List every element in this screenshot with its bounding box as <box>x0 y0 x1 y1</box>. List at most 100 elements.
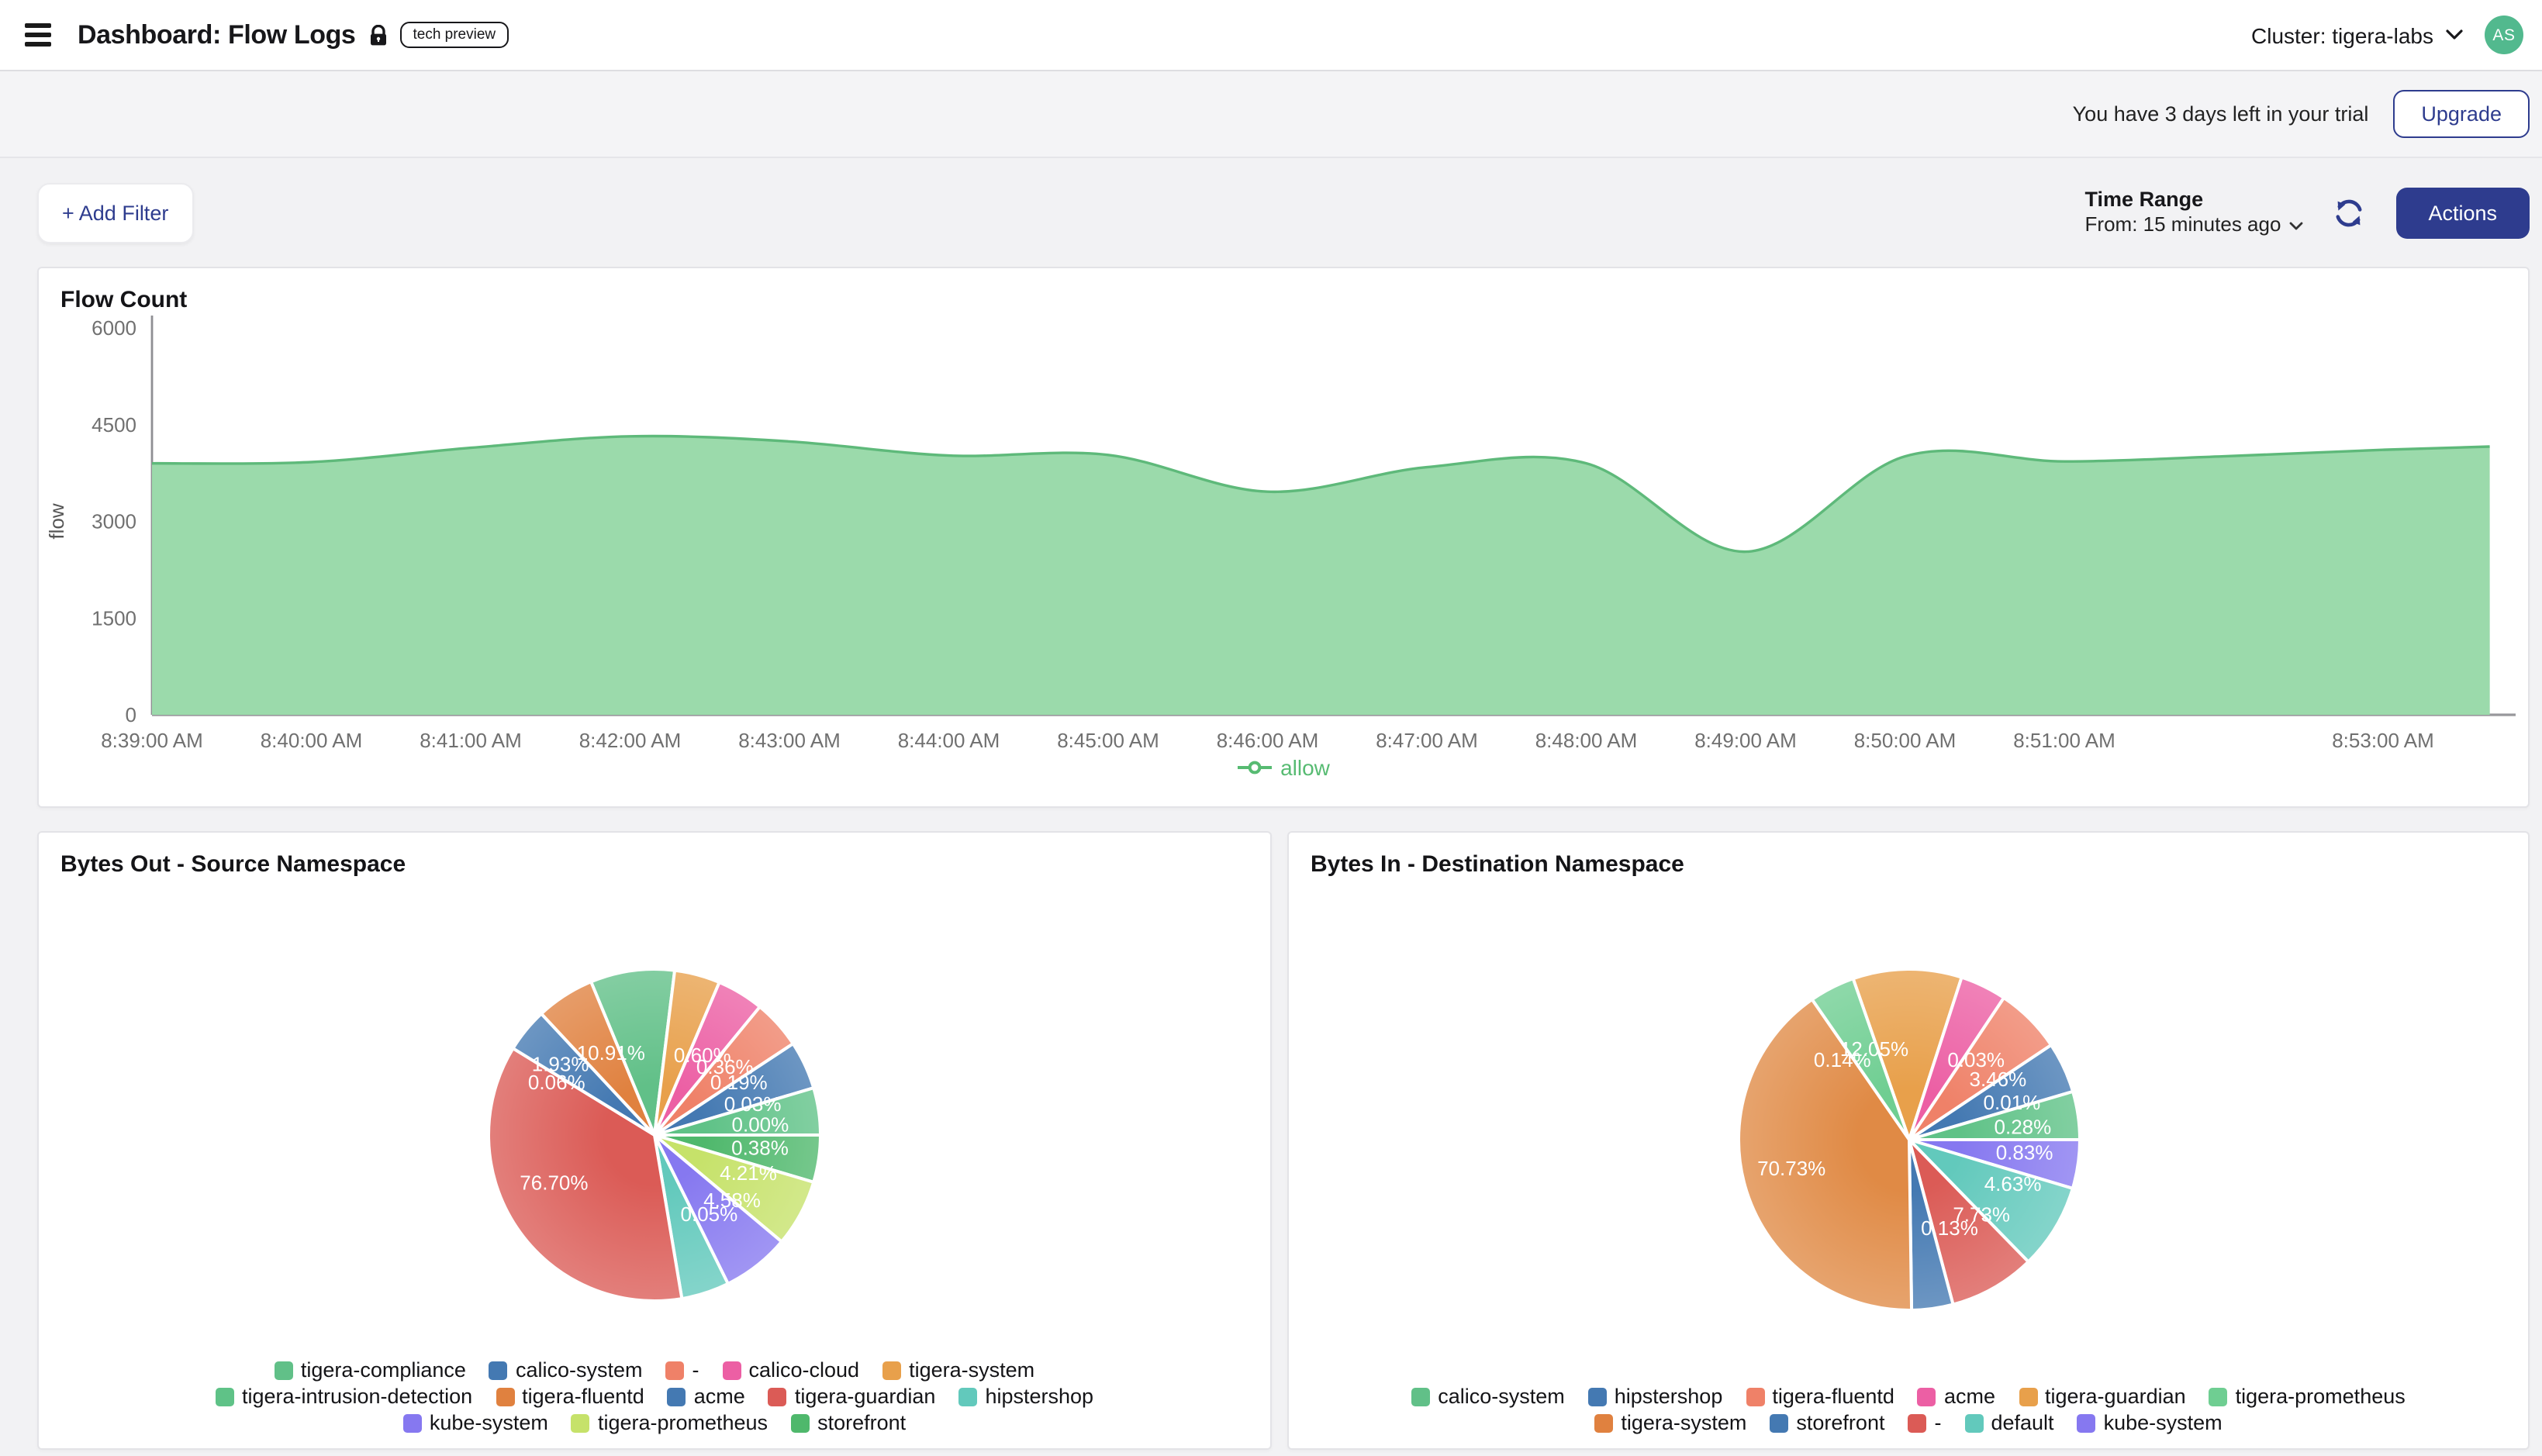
chevron-down-icon <box>2289 222 2302 229</box>
time-range-selector[interactable]: Time Range From: 15 minutes ago <box>2085 186 2303 240</box>
pie-slice-label: 0.00% <box>732 1113 789 1137</box>
legend-label: storefront <box>1796 1411 1885 1434</box>
legend-swatch <box>1770 1413 1789 1432</box>
legend-item-calico-system[interactable]: calico-system <box>489 1358 643 1382</box>
legend-item-storefront[interactable]: storefront <box>1770 1411 1884 1434</box>
bytes-in-pie: 12.05% 0.03% 3.46% 0.01% 0.28% 0.83% 4.63% 7.73… <box>1718 949 2099 1338</box>
pie-slice-label: 0.38% <box>731 1137 789 1160</box>
y-axis-tick-label: 0 <box>126 703 136 726</box>
legend-swatch <box>1917 1387 1936 1406</box>
actions-button[interactable]: Actions <box>2395 187 2530 238</box>
flow-count-chart: 0 1500 3000 4500 6000 8:39:00 AM 8:40:00 AM 8:4… <box>45 316 2516 752</box>
lock-icon <box>369 24 388 46</box>
refresh-button[interactable] <box>2330 194 2368 231</box>
bytes-out-title: Bytes Out - Source Namespace <box>60 851 406 878</box>
legend-item-tigera-fluentd[interactable]: tigera-fluentd <box>496 1385 644 1408</box>
legend-item-tigera-system[interactable]: tigera-system <box>882 1358 1034 1382</box>
legend-swatch <box>274 1361 293 1379</box>
upgrade-button[interactable]: Upgrade <box>2393 90 2530 138</box>
pie-slice-label: 0.06% <box>528 1071 585 1094</box>
legend-item-storefront[interactable]: storefront <box>791 1411 906 1434</box>
allow-series-icon <box>1237 761 1272 775</box>
pie-slice-label: 70.73% <box>1756 1157 1825 1180</box>
legend-label: - <box>1934 1411 1942 1434</box>
legend-item-kube-system[interactable]: kube-system <box>402 1411 548 1434</box>
legend-label: storefront <box>817 1411 907 1434</box>
pie-slice-label: 76.70% <box>520 1171 588 1195</box>
pie-slice-label: 0.14% <box>1813 1048 1870 1071</box>
bytes-out-panel: Bytes Out - Source Namespace 10.91% 0.60%… <box>37 831 1272 1450</box>
legend-row: tigera-intrusion-detection tigera-fluentd… <box>39 1385 1270 1408</box>
legend-label: tigera-guardian <box>2045 1385 2186 1408</box>
legend-label: tigera-prometheus <box>597 1411 768 1434</box>
legend-label: calico-system <box>515 1358 643 1382</box>
legend-label: tigera-guardian <box>794 1385 936 1408</box>
legend-label: default <box>1991 1411 2054 1434</box>
legend-swatch <box>1594 1413 1614 1432</box>
legend-row: calico-system hipstershop tigera-fluentd ac… <box>1289 1385 2528 1408</box>
legend-item-hipstershop[interactable]: hipstershop <box>1587 1385 1722 1408</box>
legend-item--[interactable]: - <box>1908 1411 1941 1434</box>
y-axis-tick-label: 1500 <box>92 606 136 630</box>
pie-slice-label: 7.73% <box>1952 1203 2009 1227</box>
legend-item-tigera-guardian[interactable]: tigera-guardian <box>768 1385 936 1408</box>
pie-slice-label: 0.01% <box>1983 1091 2040 1114</box>
legend-item-allow[interactable]: allow <box>39 755 2528 780</box>
pie-slice-label: 0.13% <box>1920 1216 1977 1240</box>
legend-item-calico-cloud[interactable]: calico-cloud <box>722 1358 860 1382</box>
trial-banner: You have 3 days left in your trial Upgra… <box>0 71 2542 158</box>
allow-area-fill[interactable] <box>152 436 2490 715</box>
legend-label: acme <box>1943 1385 1995 1408</box>
pie-slice-label: 12.05% <box>1839 1037 1908 1061</box>
x-axis-tick-label: 8:50:00 AM <box>1854 729 1957 752</box>
legend-swatch <box>667 1387 686 1406</box>
allow-area-line <box>151 434 2490 554</box>
legend-swatch <box>665 1361 685 1379</box>
legend-item--[interactable]: - <box>665 1358 699 1382</box>
refresh-icon <box>2336 198 2362 226</box>
page-title: Dashboard: Flow Logs <box>78 19 356 49</box>
legend-swatch <box>1964 1413 1984 1432</box>
pie-slice-label: 4.63% <box>1984 1172 2041 1196</box>
x-axis-tick-label: 8:47:00 AM <box>1376 729 1478 752</box>
x-axis-tick-label: 8:45:00 AM <box>1057 729 1159 752</box>
legend-item-calico-system[interactable]: calico-system <box>1411 1385 1565 1408</box>
x-axis-tick-label: 8:53:00 AM <box>2332 729 2434 752</box>
legend-item-tigera-system[interactable]: tigera-system <box>1594 1411 1746 1434</box>
legend-swatch <box>1746 1387 1765 1406</box>
legend-row: tigera-system storefront - default kube-syst… <box>1289 1411 2528 1434</box>
legend-item-hipstershop[interactable]: hipstershop <box>958 1385 1093 1408</box>
bytes-out-pie: 10.91% 0.60% 0.36% 0.19% 0.03% 0.00% 0.38% 4.21… <box>468 949 841 1329</box>
legend-item-kube-system[interactable]: kube-system <box>2077 1411 2223 1434</box>
pie-slice-label: 4.21% <box>720 1161 777 1185</box>
legend-item-tigera-prometheus[interactable]: tigera-prometheus <box>571 1411 768 1434</box>
legend-swatch <box>402 1413 422 1432</box>
bytes-in-legend: calico-system hipstershop tigera-fluentd ac… <box>1289 1385 2528 1434</box>
legend-item-acme[interactable]: acme <box>667 1385 745 1408</box>
pie-slice-label: 0.05% <box>681 1202 738 1226</box>
x-axis-tick-label: 8:51:00 AM <box>2013 729 2115 752</box>
add-filter-button[interactable]: + Add Filter <box>37 182 194 243</box>
legend-item-tigera-intrusion-detection[interactable]: tigera-intrusion-detection <box>215 1385 472 1408</box>
legend-swatch <box>1587 1387 1607 1406</box>
cluster-label: Cluster: tigera-labs <box>2251 22 2433 47</box>
cluster-selector[interactable]: Cluster: tigera-labs <box>2251 22 2463 47</box>
legend-item-tigera-compliance[interactable]: tigera-compliance <box>274 1358 466 1382</box>
x-axis-tick-label: 8:41:00 AM <box>420 729 522 752</box>
x-axis-tick-label: 8:42:00 AM <box>579 729 682 752</box>
legend-label: hipstershop <box>985 1385 1094 1408</box>
legend-swatch <box>2209 1387 2228 1406</box>
legend-item-tigera-fluentd[interactable]: tigera-fluentd <box>1746 1385 1894 1408</box>
pie-slice-label: 0.19% <box>710 1071 768 1094</box>
legend-item-default[interactable]: default <box>1964 1411 2054 1434</box>
menu-icon[interactable] <box>19 16 56 53</box>
avatar[interactable]: AS <box>2485 16 2523 54</box>
legend-label: kube-system <box>2103 1411 2223 1434</box>
legend-item-tigera-prometheus[interactable]: tigera-prometheus <box>2209 1385 2406 1408</box>
legend-item-tigera-guardian[interactable]: tigera-guardian <box>2019 1385 2186 1408</box>
legend-swatch <box>571 1413 590 1432</box>
x-axis-tick-label: 8:46:00 AM <box>1217 729 1319 752</box>
chevron-down-icon <box>2446 29 2463 40</box>
legend-label: calico-cloud <box>748 1358 860 1382</box>
legend-item-acme[interactable]: acme <box>1917 1385 1995 1408</box>
